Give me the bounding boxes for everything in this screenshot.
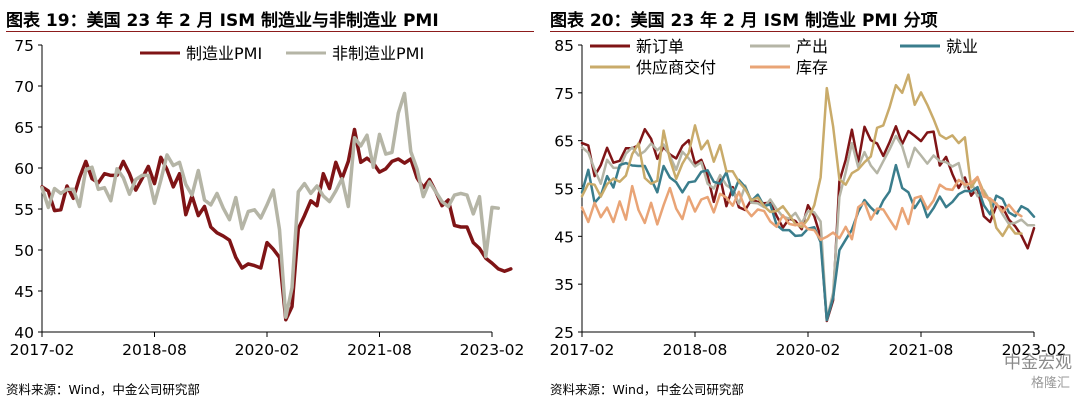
y-tick-label: 55 bbox=[554, 181, 574, 199]
x-tick-label: 2021-08 bbox=[347, 341, 412, 359]
title-divider bbox=[6, 31, 534, 32]
y-tick-label: 40 bbox=[14, 324, 34, 342]
x-tick-label: 2018-08 bbox=[122, 341, 187, 359]
legend-label: 库存 bbox=[796, 58, 828, 77]
chart-panel-left: 图表 19：美国 23 年 2 月 ISM 制造业与非制造业 PMI 40 45 5… bbox=[6, 11, 534, 397]
series-line bbox=[580, 73, 1023, 238]
y-tick-label: 70 bbox=[14, 78, 34, 96]
chart-panel-right: 图表 20：美国 23 年 2 月 ISM 制造业 PMI 分项 25 35 45 5… bbox=[544, 0, 1080, 402]
pmi-components-line-chart: 25 35 45 55 65 75 85 2017-02 2018-08 2020-02 2021-… bbox=[550, 37, 1067, 359]
x-tick-label: 2020-02 bbox=[776, 341, 841, 359]
watermark-secondary: 格隆汇 bbox=[1030, 376, 1070, 391]
chart-source: 资料来源：Wind，中金公司研究部 bbox=[6, 382, 200, 397]
title-divider bbox=[550, 31, 1074, 32]
legend-label: 供应商交付 bbox=[636, 58, 716, 77]
x-tick-label: 2018-08 bbox=[663, 341, 728, 359]
legend-label: 非制造业PMI bbox=[332, 44, 424, 63]
legend-label: 制造业PMI bbox=[186, 44, 262, 63]
y-tick-label: 75 bbox=[14, 37, 34, 55]
x-tick-label: 2023-02 bbox=[1002, 341, 1067, 359]
series-line bbox=[580, 125, 1036, 323]
y-tick-label: 55 bbox=[14, 201, 34, 219]
y-tick-label: 65 bbox=[14, 119, 34, 137]
x-tick-label: 2023-02 bbox=[460, 341, 525, 359]
legend-label: 新订单 bbox=[636, 37, 684, 56]
y-tick-label: 45 bbox=[554, 228, 574, 246]
chart-title: 图表 19：美国 23 年 2 月 ISM 制造业与非制造业 PMI bbox=[6, 11, 439, 31]
y-tick-label: 25 bbox=[554, 324, 574, 342]
chart-title: 图表 20：美国 23 年 2 月 ISM 制造业 PMI 分项 bbox=[550, 11, 938, 31]
pmi-line-chart: 40 45 50 55 60 65 70 75 2017-02 2018-08 2020-02 202… bbox=[10, 37, 525, 359]
series-line bbox=[40, 127, 513, 322]
legend-label: 产出 bbox=[796, 37, 828, 56]
y-tick-label: 60 bbox=[14, 160, 34, 178]
x-tick-label: 2017-02 bbox=[10, 341, 75, 359]
x-tick-label: 2017-02 bbox=[550, 341, 615, 359]
watermark: 中金宏观 bbox=[1004, 353, 1072, 373]
y-tick-label: 65 bbox=[554, 133, 574, 151]
y-tick-label: 75 bbox=[554, 85, 574, 103]
y-tick-label: 45 bbox=[14, 283, 34, 301]
series-line bbox=[580, 134, 1036, 322]
legend-label: 就业 bbox=[946, 37, 978, 56]
y-tick-label: 35 bbox=[554, 276, 574, 294]
series-line bbox=[580, 175, 1023, 241]
series-line bbox=[40, 91, 501, 319]
x-tick-label: 2020-02 bbox=[235, 341, 300, 359]
x-tick-label: 2021-08 bbox=[889, 341, 954, 359]
y-tick-label: 85 bbox=[554, 37, 574, 55]
y-tick-label: 50 bbox=[14, 242, 34, 260]
chart-source: 资料来源：Wind，中金公司研究部 bbox=[550, 382, 744, 397]
